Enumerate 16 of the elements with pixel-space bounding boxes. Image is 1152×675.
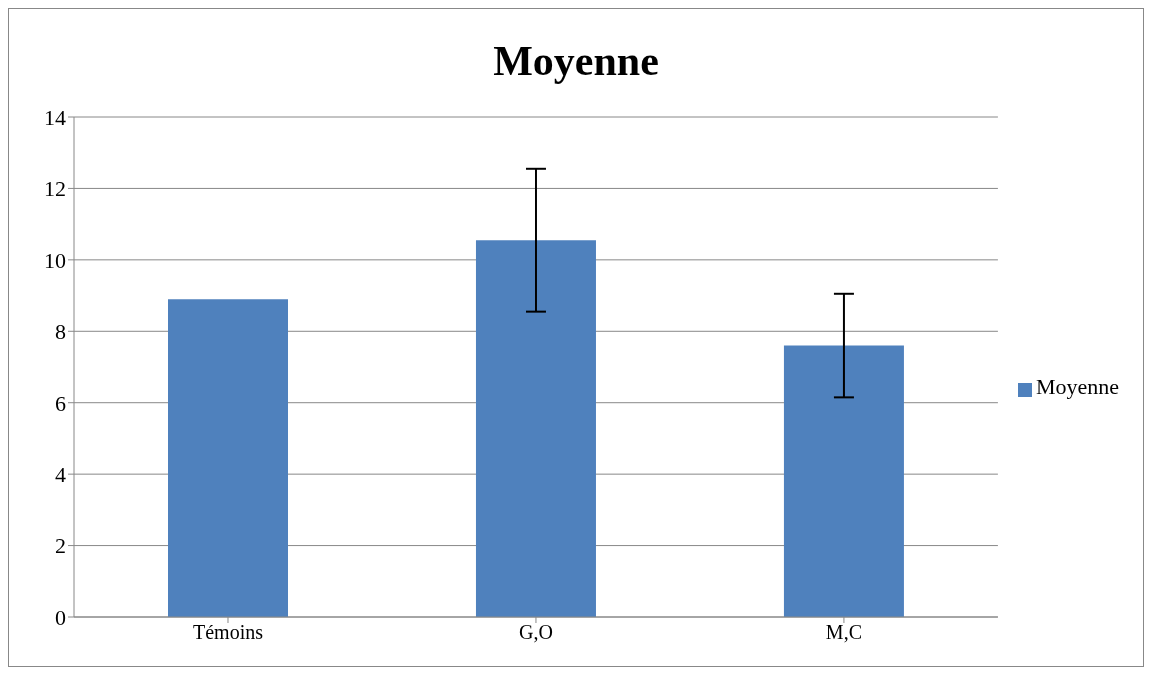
x-tick-label: G,O	[519, 621, 553, 644]
legend-label: Moyenne	[1035, 374, 1119, 399]
bar	[168, 299, 288, 617]
y-tick-label: 0	[55, 604, 66, 630]
bar	[475, 240, 596, 617]
y-tick-label: 2	[55, 533, 66, 559]
y-tick-label: 10	[44, 247, 66, 273]
y-tick-label: 6	[55, 390, 66, 416]
bar	[783, 345, 904, 617]
y-tick-label: 14	[44, 104, 66, 130]
x-tick-label: Témoins	[192, 621, 264, 644]
y-tick-label: 4	[55, 461, 66, 487]
x-tick-label: M,C	[825, 621, 862, 644]
y-tick-label: 8	[55, 319, 66, 345]
chart-title: Moyenne	[493, 38, 659, 84]
y-tick-label: 12	[44, 176, 66, 202]
